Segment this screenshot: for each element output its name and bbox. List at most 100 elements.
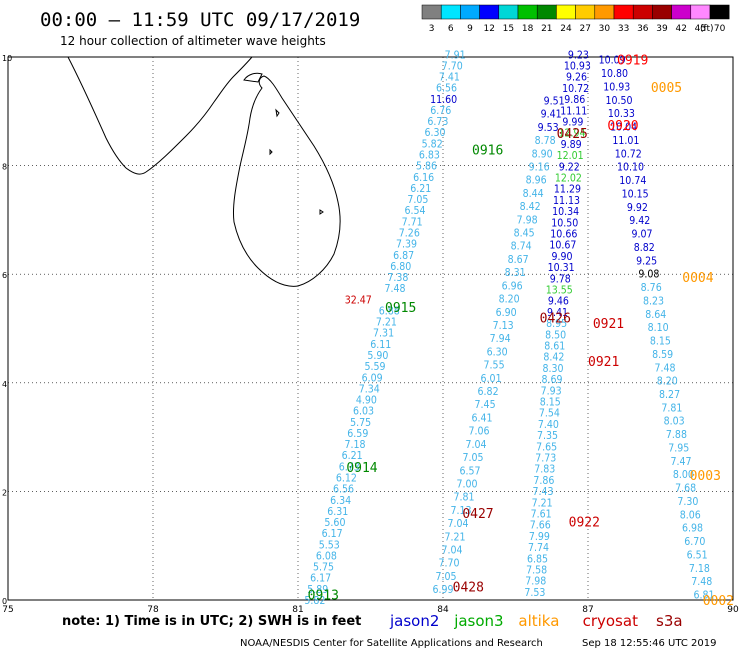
legend-entry: altika [518,612,559,630]
wave-height-value: 9.90 [552,251,573,263]
wave-height-value: 6.21 [342,450,363,462]
wave-height-value: 9.46 [548,296,569,308]
wave-height-value: 6.98 [682,523,703,535]
wave-height-value: 10.04 [610,122,637,134]
wave-height-value: 7.21 [445,531,466,543]
colorbar-label: 33 [618,24,629,34]
wave-height-value: 9.26 [566,72,587,84]
wave-height-value: 10.31 [548,262,575,274]
wave-height-value: 8.03 [664,416,685,428]
pass-label: 0921 [593,317,624,332]
wave-height-value: 10.93 [564,60,591,72]
colorbar-swatch [421,4,442,20]
wave-height-value: 8.82 [634,242,655,254]
pass-label: 0427 [462,507,493,522]
wave-height-value: 8.06 [680,509,701,521]
colorbar-swatch [498,4,519,20]
wave-height-value: 6.70 [684,536,705,548]
wave-height-value: 7.35 [537,430,558,442]
colorbar-swatch [690,4,711,20]
wave-height-value: 7.98 [525,576,546,588]
india-coastline [67,56,253,175]
map-frame [7,56,734,601]
wave-height-value: 7.83 [534,464,555,476]
wave-height-value: 7.98 [517,214,538,226]
wave-height-value: 9.08 [638,269,659,281]
pass-label: 0922 [569,515,600,530]
pass-label: 0428 [453,580,484,595]
colorbar-label: 21 [541,24,552,34]
wave-height-value: 8.90 [532,148,553,160]
wave-height-value: 7.18 [344,439,365,451]
wave-height-value: 6.88 [379,305,400,317]
wave-height-value: 7.38 [387,272,408,284]
colorbar-swatch [517,4,538,20]
wave-height-value: 7.48 [691,576,712,588]
wave-height-value: 9.51 [544,95,565,107]
colorbar-label: 27 [579,24,590,34]
axis-labels: 75 78 81 84 87 90 0 2 4 6 8 10 [2,54,739,615]
wave-height-value: 7.70 [438,558,459,570]
wave-height-value: 11.29 [554,184,581,196]
colorbar-label: 24 [560,24,572,34]
lat-tick-label: 6 [2,271,7,280]
colorbar-swatch [536,4,557,20]
colorbar-swatch [479,4,500,20]
wave-height-value: 6.85 [527,553,548,565]
track-0913-0916: 5.825.896.175.756.085.536.175.606.316.34… [304,49,465,607]
lat-tick-label: 10 [2,54,12,63]
wave-height-value: 6.30 [425,127,446,139]
wave-height-value: 6.21 [410,183,431,195]
wave-height-value: 6.12 [336,472,357,484]
colorbar-label: 30 [599,24,611,34]
pass-label: 0425 [557,127,588,142]
wave-height-value: 7.05 [407,194,428,206]
pass-label: 0919 [617,54,648,69]
wave-height-value: 11.01 [612,135,639,147]
island-coast [319,209,324,215]
wave-height-value: 7.66 [530,520,551,532]
wave-height-value: 6.08 [316,550,337,562]
wave-height-value: 7.05 [435,571,456,583]
wave-height-value: 8.64 [645,309,666,321]
wave-height-value: 5.60 [324,517,345,529]
coastline [67,56,341,287]
colorbar-label: 12 [483,24,494,34]
wave-height-value: 7.04 [466,439,487,451]
grid [8,57,733,600]
wave-height-value: 8.30 [542,363,563,375]
wave-height-value: 9.07 [631,229,652,241]
wave-height-value: 7.04 [448,518,469,530]
wave-height-value: 7.31 [373,328,394,340]
lon-tick-label: 81 [292,605,303,615]
wave-height-value: 7.40 [538,419,559,431]
colorbar-swatch [632,4,653,20]
wave-height-value: 6.30 [487,346,508,358]
wave-height-value: 7.86 [533,475,554,487]
wave-height-value: 6.03 [353,406,374,418]
wave-height-value: 6.76 [430,105,451,117]
wave-height-value: 7.04 [441,545,462,557]
satellite-legend: jason2 jason3 altika cryosat s3a [389,612,683,630]
colorbar-label: 70 [714,24,726,34]
lon-tick-label: 78 [147,605,159,615]
wave-height-value: 7.81 [454,492,475,504]
wave-height-value: 7.71 [402,216,423,228]
track-0428-0425: 6.997.057.707.047.217.047.137.817.006.57… [432,95,564,596]
track-0002-0005: 6.817.487.186.516.706.988.067.307.688.00… [599,55,715,602]
wave-height-value: 6.57 [460,465,481,477]
wave-height-value: 7.68 [675,483,696,495]
wave-height-value: 8.00 [673,469,694,481]
wave-height-value: 8.74 [511,241,532,253]
wave-height-value: 8.78 [535,135,556,147]
colorbar: 3 6 9 12 15 18 21 24 27 30 33 36 39 42 45 70 [421,4,730,34]
wave-height-value: 7.95 [668,442,689,454]
wave-height-value: 6.16 [413,172,434,184]
wave-height-value: 7.74 [528,542,549,554]
wave-height-value: 10.66 [550,228,577,240]
colorbar-swatch [440,4,461,20]
colorbar-swatch [594,4,615,20]
colorbar-label: 39 [656,24,668,34]
wave-height-value: 5.82 [304,595,325,607]
